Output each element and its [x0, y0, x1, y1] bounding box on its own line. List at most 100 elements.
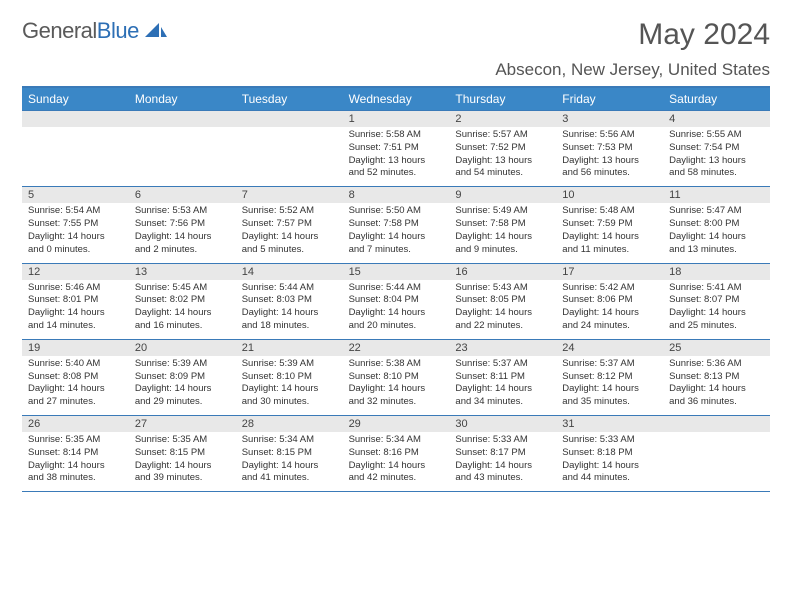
calendar-cell: 5Sunrise: 5:54 AMSunset: 7:55 PMDaylight… — [22, 187, 129, 262]
calendar-cell — [663, 416, 770, 491]
day-number-empty — [663, 416, 770, 432]
calendar-cell: 20Sunrise: 5:39 AMSunset: 8:09 PMDayligh… — [129, 340, 236, 415]
weekday-sunday: Sunday — [22, 88, 129, 110]
calendar-cell: 30Sunrise: 5:33 AMSunset: 8:17 PMDayligh… — [449, 416, 556, 491]
day-number: 21 — [236, 340, 343, 356]
day-number: 29 — [343, 416, 450, 432]
calendar: Sunday Monday Tuesday Wednesday Thursday… — [22, 86, 770, 492]
calendar-cell — [129, 111, 236, 186]
day-number: 4 — [663, 111, 770, 127]
day-number: 23 — [449, 340, 556, 356]
day-data: Sunrise: 5:41 AMSunset: 8:07 PMDaylight:… — [663, 280, 770, 339]
day-data: Sunrise: 5:53 AMSunset: 7:56 PMDaylight:… — [129, 203, 236, 262]
day-data: Sunrise: 5:57 AMSunset: 7:52 PMDaylight:… — [449, 127, 556, 186]
calendar-cell: 16Sunrise: 5:43 AMSunset: 8:05 PMDayligh… — [449, 264, 556, 339]
day-data: Sunrise: 5:35 AMSunset: 8:15 PMDaylight:… — [129, 432, 236, 491]
month-title: May 2024 — [495, 18, 770, 52]
calendar-cell: 28Sunrise: 5:34 AMSunset: 8:15 PMDayligh… — [236, 416, 343, 491]
day-data: Sunrise: 5:55 AMSunset: 7:54 PMDaylight:… — [663, 127, 770, 186]
calendar-cell: 21Sunrise: 5:39 AMSunset: 8:10 PMDayligh… — [236, 340, 343, 415]
day-data: Sunrise: 5:56 AMSunset: 7:53 PMDaylight:… — [556, 127, 663, 186]
day-data: Sunrise: 5:37 AMSunset: 8:11 PMDaylight:… — [449, 356, 556, 415]
calendar-cell: 11Sunrise: 5:47 AMSunset: 8:00 PMDayligh… — [663, 187, 770, 262]
calendar-week: 5Sunrise: 5:54 AMSunset: 7:55 PMDaylight… — [22, 186, 770, 262]
calendar-cell: 15Sunrise: 5:44 AMSunset: 8:04 PMDayligh… — [343, 264, 450, 339]
calendar-cell: 8Sunrise: 5:50 AMSunset: 7:58 PMDaylight… — [343, 187, 450, 262]
day-number: 18 — [663, 264, 770, 280]
weekday-monday: Monday — [129, 88, 236, 110]
day-number-empty — [22, 111, 129, 127]
day-number: 17 — [556, 264, 663, 280]
calendar-cell: 14Sunrise: 5:44 AMSunset: 8:03 PMDayligh… — [236, 264, 343, 339]
weeks-container: 1Sunrise: 5:58 AMSunset: 7:51 PMDaylight… — [22, 110, 770, 492]
weekday-header: Sunday Monday Tuesday Wednesday Thursday… — [22, 88, 770, 110]
day-number: 12 — [22, 264, 129, 280]
day-data: Sunrise: 5:45 AMSunset: 8:02 PMDaylight:… — [129, 280, 236, 339]
calendar-cell: 9Sunrise: 5:49 AMSunset: 7:58 PMDaylight… — [449, 187, 556, 262]
day-data: Sunrise: 5:48 AMSunset: 7:59 PMDaylight:… — [556, 203, 663, 262]
header-right: May 2024 Absecon, New Jersey, United Sta… — [495, 18, 770, 80]
calendar-cell — [236, 111, 343, 186]
day-data: Sunrise: 5:44 AMSunset: 8:03 PMDaylight:… — [236, 280, 343, 339]
day-data: Sunrise: 5:43 AMSunset: 8:05 PMDaylight:… — [449, 280, 556, 339]
day-number: 13 — [129, 264, 236, 280]
day-data: Sunrise: 5:39 AMSunset: 8:10 PMDaylight:… — [236, 356, 343, 415]
day-data: Sunrise: 5:40 AMSunset: 8:08 PMDaylight:… — [22, 356, 129, 415]
day-number: 1 — [343, 111, 450, 127]
day-number-empty — [129, 111, 236, 127]
day-data: Sunrise: 5:34 AMSunset: 8:16 PMDaylight:… — [343, 432, 450, 491]
calendar-cell: 13Sunrise: 5:45 AMSunset: 8:02 PMDayligh… — [129, 264, 236, 339]
day-number: 2 — [449, 111, 556, 127]
calendar-cell: 23Sunrise: 5:37 AMSunset: 8:11 PMDayligh… — [449, 340, 556, 415]
day-data: Sunrise: 5:34 AMSunset: 8:15 PMDaylight:… — [236, 432, 343, 491]
calendar-cell: 22Sunrise: 5:38 AMSunset: 8:10 PMDayligh… — [343, 340, 450, 415]
day-number: 3 — [556, 111, 663, 127]
weekday-wednesday: Wednesday — [343, 88, 450, 110]
calendar-cell: 4Sunrise: 5:55 AMSunset: 7:54 PMDaylight… — [663, 111, 770, 186]
day-number: 28 — [236, 416, 343, 432]
day-number: 15 — [343, 264, 450, 280]
calendar-week: 12Sunrise: 5:46 AMSunset: 8:01 PMDayligh… — [22, 263, 770, 339]
day-number: 8 — [343, 187, 450, 203]
day-data: Sunrise: 5:58 AMSunset: 7:51 PMDaylight:… — [343, 127, 450, 186]
day-number: 7 — [236, 187, 343, 203]
day-data: Sunrise: 5:49 AMSunset: 7:58 PMDaylight:… — [449, 203, 556, 262]
calendar-cell: 10Sunrise: 5:48 AMSunset: 7:59 PMDayligh… — [556, 187, 663, 262]
calendar-cell: 27Sunrise: 5:35 AMSunset: 8:15 PMDayligh… — [129, 416, 236, 491]
calendar-week: 26Sunrise: 5:35 AMSunset: 8:14 PMDayligh… — [22, 415, 770, 492]
day-number: 6 — [129, 187, 236, 203]
weekday-friday: Friday — [556, 88, 663, 110]
day-data: Sunrise: 5:42 AMSunset: 8:06 PMDaylight:… — [556, 280, 663, 339]
day-number: 14 — [236, 264, 343, 280]
day-number: 5 — [22, 187, 129, 203]
weekday-tuesday: Tuesday — [236, 88, 343, 110]
day-number: 16 — [449, 264, 556, 280]
calendar-cell: 17Sunrise: 5:42 AMSunset: 8:06 PMDayligh… — [556, 264, 663, 339]
day-number-empty — [236, 111, 343, 127]
day-data: Sunrise: 5:44 AMSunset: 8:04 PMDaylight:… — [343, 280, 450, 339]
calendar-cell: 7Sunrise: 5:52 AMSunset: 7:57 PMDaylight… — [236, 187, 343, 262]
day-data: Sunrise: 5:52 AMSunset: 7:57 PMDaylight:… — [236, 203, 343, 262]
day-number: 22 — [343, 340, 450, 356]
day-number: 25 — [663, 340, 770, 356]
day-number: 11 — [663, 187, 770, 203]
calendar-week: 19Sunrise: 5:40 AMSunset: 8:08 PMDayligh… — [22, 339, 770, 415]
day-number: 10 — [556, 187, 663, 203]
logo-text-general: General — [22, 18, 97, 43]
calendar-cell: 6Sunrise: 5:53 AMSunset: 7:56 PMDaylight… — [129, 187, 236, 262]
day-data: Sunrise: 5:46 AMSunset: 8:01 PMDaylight:… — [22, 280, 129, 339]
day-number: 31 — [556, 416, 663, 432]
day-data: Sunrise: 5:50 AMSunset: 7:58 PMDaylight:… — [343, 203, 450, 262]
day-data: Sunrise: 5:38 AMSunset: 8:10 PMDaylight:… — [343, 356, 450, 415]
day-number: 30 — [449, 416, 556, 432]
day-data: Sunrise: 5:37 AMSunset: 8:12 PMDaylight:… — [556, 356, 663, 415]
day-number: 9 — [449, 187, 556, 203]
calendar-cell: 26Sunrise: 5:35 AMSunset: 8:14 PMDayligh… — [22, 416, 129, 491]
day-number: 26 — [22, 416, 129, 432]
calendar-cell: 3Sunrise: 5:56 AMSunset: 7:53 PMDaylight… — [556, 111, 663, 186]
day-number: 19 — [22, 340, 129, 356]
day-data: Sunrise: 5:33 AMSunset: 8:18 PMDaylight:… — [556, 432, 663, 491]
calendar-cell: 2Sunrise: 5:57 AMSunset: 7:52 PMDaylight… — [449, 111, 556, 186]
day-data: Sunrise: 5:35 AMSunset: 8:14 PMDaylight:… — [22, 432, 129, 491]
day-number: 27 — [129, 416, 236, 432]
